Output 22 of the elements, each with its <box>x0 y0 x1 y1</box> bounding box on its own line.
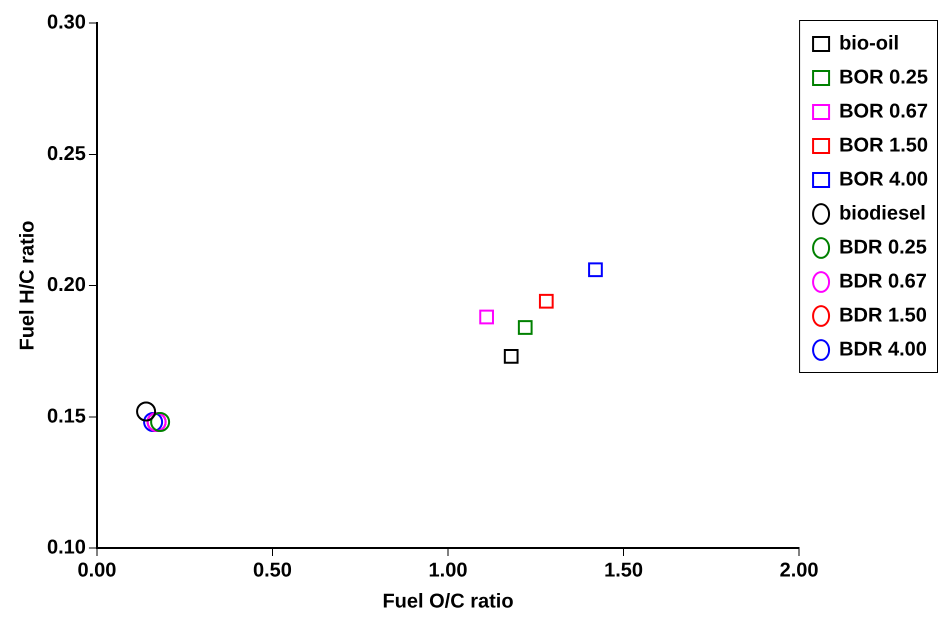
legend-label: BDR 0.67 <box>839 270 927 293</box>
y-tick-label: 0.20 <box>46 274 86 296</box>
x-tick-label: 2.00 <box>780 560 819 582</box>
legend-label: bio-oil <box>839 32 900 55</box>
legend-label: BOR 4.00 <box>839 168 928 191</box>
y-tick-label: 0.10 <box>46 536 86 559</box>
y-tick-label: 0.15 <box>46 405 86 428</box>
x-axis-title: Fuel O/C ratio <box>382 590 514 613</box>
x-tick-label: 1.00 <box>428 560 468 582</box>
legend-label: BOR 0.25 <box>839 66 928 89</box>
y-axis-title: Fuel H/C ratio <box>16 220 39 351</box>
x-tick-label: 1.50 <box>604 560 644 582</box>
legend-label: BOR 1.50 <box>839 134 928 157</box>
legend-label: BDR 1.50 <box>839 304 927 327</box>
y-tick-label: 0.25 <box>46 142 86 165</box>
legend-label: BDR 4.00 <box>839 338 927 361</box>
y-tick-label: 0.30 <box>46 12 86 34</box>
x-tick-label: 0.00 <box>77 560 116 582</box>
legend-label: biodiesel <box>839 202 926 225</box>
x-tick-label: 0.50 <box>252 560 292 582</box>
legend-label: BDR 0.25 <box>839 236 927 259</box>
legend-label: BOR 0.67 <box>839 100 928 123</box>
